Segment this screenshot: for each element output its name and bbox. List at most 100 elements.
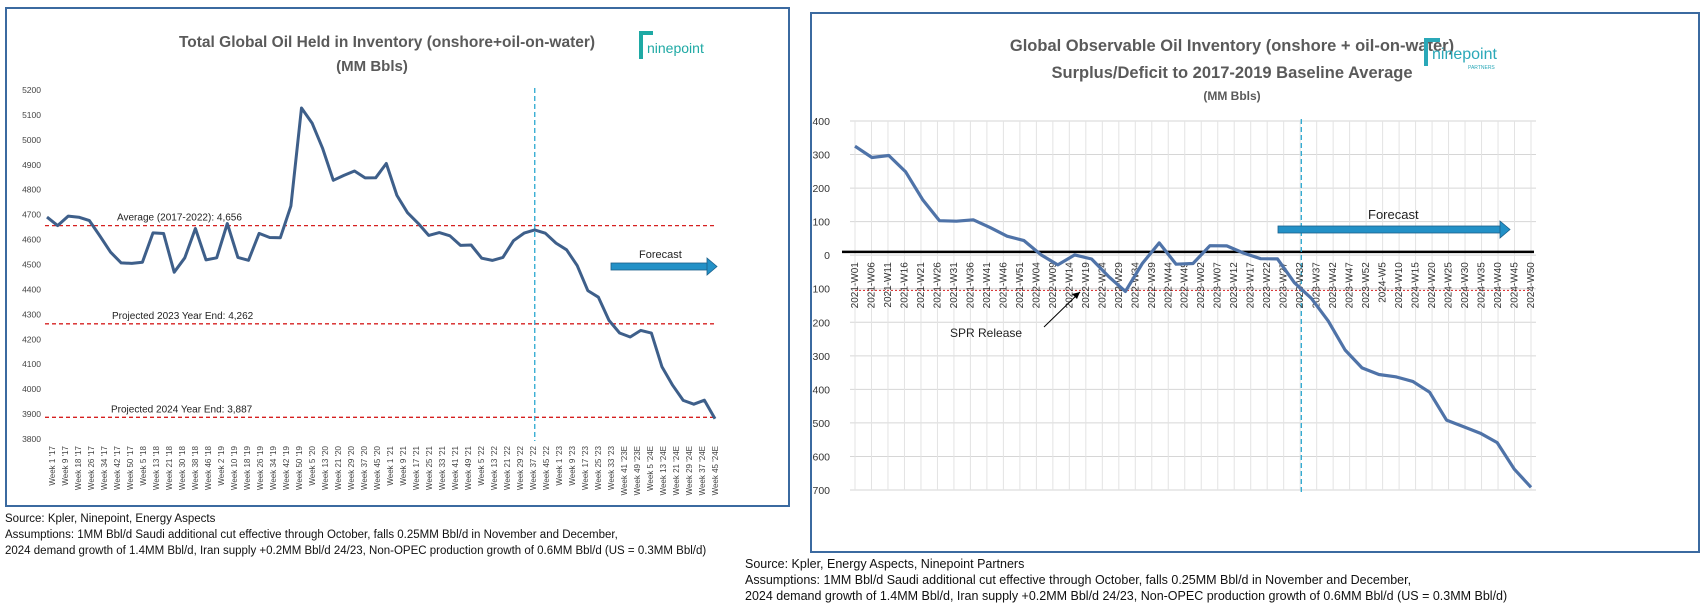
- right-chart-title: Global Observable Oil Inventory (onshore…: [1010, 37, 1454, 55]
- right-x-tick-label: 2023-W02: [1196, 262, 1207, 309]
- right-x-tick-label: 2021-W36: [965, 262, 976, 309]
- left-chart-subtitle: (MM Bbls): [336, 58, 408, 75]
- left-chart-title: Total Global Oil Held in Inventory (onsh…: [179, 34, 595, 51]
- right-x-tick-label: 2022-W24: [1097, 262, 1108, 309]
- right-y-tick-label: -600: [812, 451, 830, 463]
- left-x-tick-label: Week 33 '23: [607, 445, 616, 490]
- right-x-tick-label: 2023-W07: [1213, 262, 1224, 309]
- left-x-tick-label: Week 9 '23: [568, 445, 577, 485]
- left-footer-assumptions-2: 2024 demand growth of 1.4MM Bbl/d, Iran …: [5, 545, 707, 557]
- left-x-tick-label: Week 50 '17: [126, 445, 135, 490]
- left-x-tick-label: Week 21 '18: [165, 445, 174, 490]
- left-x-tick-label: Week 33 '21: [438, 445, 447, 490]
- left-x-tick-label: Week 50 '19: [295, 445, 304, 490]
- right-x-tick-label: 2024-W45: [1510, 262, 1521, 309]
- right-logo: ninepoint PARTNERS: [1424, 38, 1498, 71]
- right-y-tick-label: 0: [824, 250, 830, 262]
- left-x-tick-label: Week 25 '23: [594, 445, 603, 490]
- left-x-tick-label: Week 18 '17: [74, 445, 83, 490]
- left-y-tick-label: 5200: [22, 85, 41, 95]
- right-x-tick-label: 2021-W51: [1015, 262, 1026, 309]
- left-x-tick-label: Week 13 '18: [152, 445, 161, 490]
- right-y-tick-label: 100: [812, 217, 830, 229]
- left-y-tick-label: 5000: [22, 135, 41, 145]
- right-x-tick-label: 2023-W12: [1229, 262, 1240, 309]
- left-x-tick-label: Week 30 '18: [178, 445, 187, 490]
- right-y-tick-label: -500: [812, 418, 830, 430]
- left-y-tick-label: 5100: [22, 110, 41, 120]
- left-x-tick-label: Week 13 '24E: [659, 446, 668, 495]
- right-forecast-arrow: [1277, 220, 1511, 239]
- left-x-tick-label: Week 18 '19: [243, 445, 252, 490]
- left-x-tick-label: Week 5 '22: [477, 445, 486, 485]
- left-x-tick-label: Week 45 '22: [542, 445, 551, 490]
- left-x-tick-label: Week 46 '18: [204, 445, 213, 490]
- right-logo-subtext: PARTNERS: [1468, 65, 1495, 71]
- right-logo-mark: [1424, 38, 1440, 66]
- left-x-tick-label: Week 37 '20: [360, 445, 369, 490]
- right-x-tick-label: 2021-W31: [949, 262, 960, 309]
- left-x-tick-label: Week 2 '19: [217, 445, 226, 485]
- left-x-tick-label: Week 5 '20: [308, 445, 317, 485]
- right-x-tick-label: 2021-W41: [982, 262, 993, 309]
- right-x-tick-label: 2022-W04: [1031, 262, 1042, 309]
- right-x-tick-label: 2021-W11: [883, 262, 894, 308]
- right-footer-assumptions-1: Assumptions: 1MM Bbl/d Saudi additional …: [745, 573, 1412, 587]
- right-x-tick-label: 2021-W01: [850, 262, 861, 309]
- left-x-tick-label: Week 41 '23E: [620, 446, 629, 495]
- right-x-tick-label: 2024-W35: [1477, 262, 1488, 309]
- spr-release-annotation: SPR Release: [950, 291, 1081, 340]
- left-x-tick-label: Week 29 '22: [516, 445, 525, 490]
- left-chart-panel: Total Global Oil Held in Inventory (onsh…: [5, 7, 790, 507]
- right-y-tick-label: 200: [812, 183, 830, 195]
- right-y-tick-label: 400: [812, 116, 830, 128]
- left-x-tick-label: Week 21 '20: [334, 445, 343, 490]
- right-y-tick-label: -400: [812, 384, 830, 396]
- left-x-tick-label: Week 13 '20: [321, 445, 330, 490]
- left-x-tick-label: Week 5 '24E: [646, 446, 655, 491]
- right-chart-panel: Global Observable Oil Inventory (onshore…: [809, 12, 1700, 553]
- left-chart: Total Global Oil Held in Inventory (onsh…: [22, 31, 720, 495]
- right-x-tick-label: 2022-W34: [1130, 262, 1141, 309]
- left-x-tick-label: Week 42 '19: [282, 445, 291, 490]
- left-x-tick-label: Week 41 '21: [451, 445, 460, 490]
- right-y-tick-label: -200: [812, 317, 830, 329]
- right-x-tick-label: 2024-W20: [1427, 262, 1438, 309]
- right-chart: Global Observable Oil Inventory (onshore…: [809, 37, 1537, 497]
- left-y-tick-label: 4900: [22, 160, 41, 170]
- right-x-tick-label: 2021-W46: [998, 262, 1009, 309]
- right-x-tick-label: 2024-W15: [1411, 262, 1422, 309]
- left-footer-assumptions-1: Assumptions: 1MM Bbl/d Saudi additional …: [5, 529, 618, 541]
- left-reference-label: Projected 2024 Year End: 3,887: [111, 404, 253, 415]
- left-reference-label: Average (2017-2022): 4,656: [117, 213, 242, 224]
- left-x-tick-label: Week 45 '20: [373, 445, 382, 490]
- left-x-tick-label: Week 26 '19: [256, 445, 265, 490]
- right-x-tick-label: 2022-W39: [1147, 262, 1158, 309]
- left-logo-mark: [639, 31, 653, 59]
- right-x-tick-label: 2021-W21: [916, 262, 927, 309]
- right-footer-source: Source: Kpler, Energy Aspects, Ninepoint…: [745, 557, 1025, 571]
- left-y-tick-label: 4100: [22, 359, 41, 369]
- right-x-tick-label: 2024-W25: [1444, 262, 1455, 309]
- right-x-tick-label: 2022-W09: [1048, 262, 1059, 309]
- left-x-tick-label: Week 10 '19: [230, 445, 239, 490]
- left-x-tick-label: Week 17 '23: [581, 445, 590, 490]
- left-x-tick-label: Week 29 '20: [347, 445, 356, 490]
- left-y-tick-label: 4400: [22, 284, 41, 294]
- left-x-tick-label: Week 42 '17: [113, 445, 122, 490]
- right-x-tick-label: 2023-W52: [1361, 262, 1372, 309]
- left-y-tick-label: 4000: [22, 384, 41, 394]
- right-x-tick-label: 2023-W22: [1262, 262, 1273, 309]
- left-y-tick-label: 4300: [22, 309, 41, 319]
- right-x-tick-label: 2021-W26: [932, 262, 943, 309]
- right-x-tick-label: 2023-W17: [1246, 262, 1257, 309]
- right-y-tick-label: -100: [812, 284, 830, 296]
- right-x-tick-label: 2022-W14: [1064, 262, 1075, 309]
- right-y-tick-label: -300: [812, 351, 830, 363]
- left-x-tick-label: Week 1 '23: [555, 445, 564, 485]
- right-x-tick-label: 2021-W06: [866, 262, 877, 309]
- right-x-tick-label: 2024-W40: [1493, 262, 1504, 309]
- right-x-tick-label: 2023-W42: [1328, 262, 1339, 309]
- right-x-tick-label: 2021-W16: [899, 262, 910, 309]
- left-x-tick-label: Week 21 '22: [503, 445, 512, 490]
